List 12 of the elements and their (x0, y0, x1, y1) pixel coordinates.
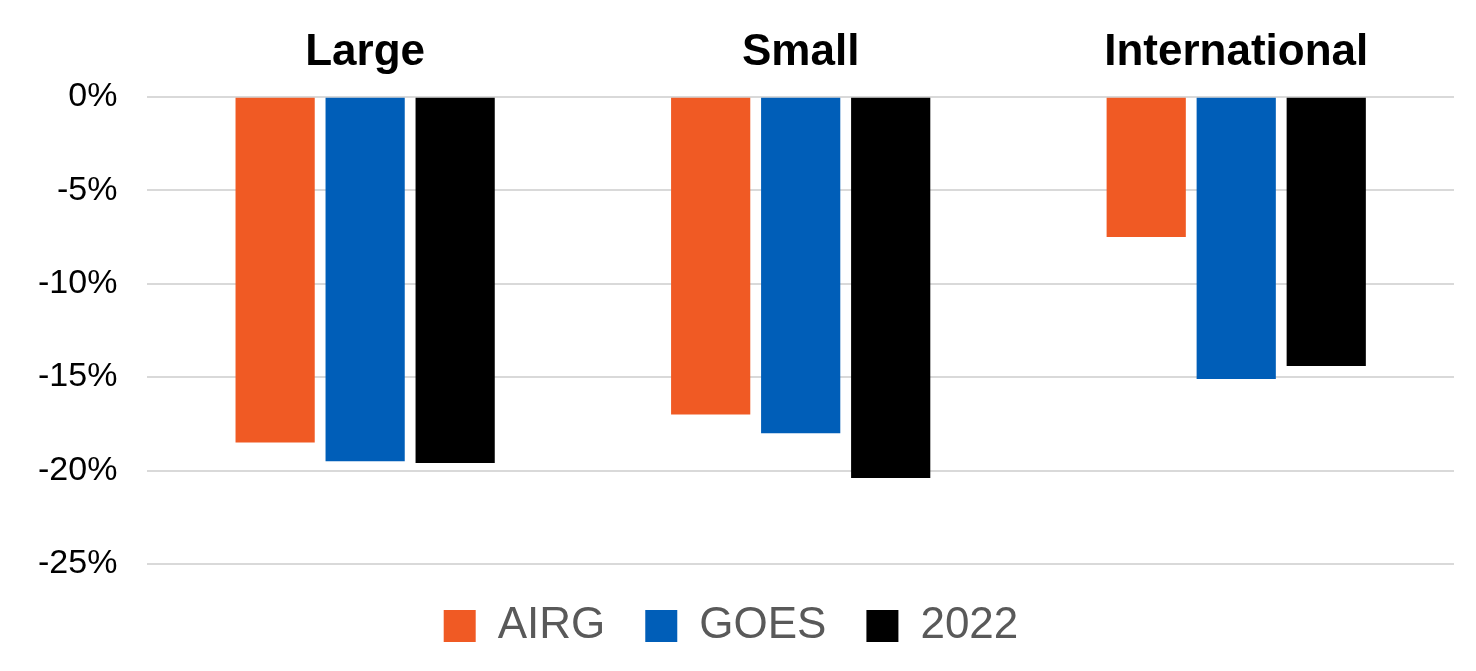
y-tick-label: -5% (56, 168, 118, 207)
y-tick-label: -25% (38, 542, 118, 581)
y-tick-label: 0% (68, 75, 118, 114)
legend-label: 2022 (920, 598, 1019, 648)
x-tick-label: Large (305, 24, 426, 74)
y-tick-label: -10% (38, 262, 118, 301)
y-tick-label: -20% (38, 448, 118, 487)
y-tick-label: -15% (38, 355, 118, 394)
x-tick-label: International (1104, 24, 1369, 74)
legend-label: GOES (699, 598, 827, 648)
legend-label: AIRG (497, 598, 606, 648)
x-tick-label: Small (741, 24, 860, 74)
